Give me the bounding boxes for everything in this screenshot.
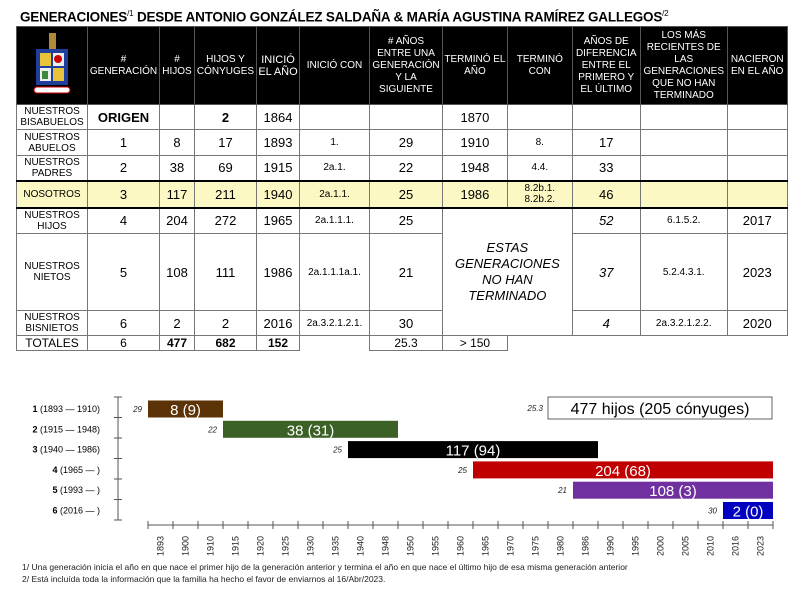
header-recientes: LOS MÁS RECIENTES DE LAS GENERACIONES QU…: [639, 26, 728, 105]
x-tick-label: 1893: [156, 536, 166, 556]
generation-label: 5 (1993 — ): [52, 485, 100, 495]
header-generacion: # GENERACIÓN: [87, 26, 160, 105]
x-tick-label: 1975: [531, 536, 541, 556]
x-tick-label: 1986: [581, 536, 591, 556]
not-finished-note: ESTAS GENERACIONES NO HAN TERMINADO: [442, 207, 573, 336]
gap-years-label: 22: [207, 425, 217, 434]
x-tick-label: 1955: [431, 536, 441, 556]
gap-years-label: 25: [332, 446, 342, 455]
x-tick-label: 1935: [331, 536, 341, 556]
gap-years-label: 29: [132, 405, 142, 414]
generation-label: 6 (2016 — ): [52, 506, 100, 516]
gap-years-label: 30: [708, 507, 717, 516]
generation-bar: [473, 461, 773, 479]
x-tick-label: 1920: [256, 536, 266, 556]
coat-of-arms-icon: [33, 32, 71, 93]
bar-label: 204 (68): [595, 463, 651, 480]
header-nacieron: NACIERON EN EL AÑO: [726, 26, 788, 105]
summary-text: 477 hijos (205 cónyuges): [571, 401, 750, 418]
x-tick-label: 1915: [231, 536, 241, 556]
x-tick-label: 1980: [556, 536, 566, 556]
page-title: GENERACIONES/1 DESDE ANTONIO GONZÁLEZ SA…: [20, 9, 669, 25]
header-hijos: # HIJOS: [159, 26, 195, 105]
generation-bar: [573, 481, 773, 499]
x-tick-label: 1950: [406, 536, 416, 556]
summary-box: [547, 396, 773, 420]
bar-label: 108 (3): [649, 483, 697, 500]
footnote-2: 2/ Está incluída toda la información que…: [22, 574, 386, 584]
x-tick-label: 2005: [681, 536, 691, 556]
generation-bar: [723, 502, 773, 519]
table-row-highlighted: NOSOTROS 3 117 211 1940 2a.1.1. 25 1986 8.2b.1. …: [16, 179, 788, 209]
gap-years-label: 25: [457, 466, 467, 475]
header-row: # GENERACIÓN # HIJOS HIJOS Y CÓNYUGES IN…: [16, 26, 788, 105]
header-hijos-conyuges: HIJOS Y CÓNYUGES: [194, 26, 257, 105]
table-row: NUESTROS PADRES 2 38 69 1915 2a.1. 22 1948 4.4. 3…: [16, 155, 788, 181]
generation-label: 3 (1940 — 1986): [32, 445, 100, 455]
x-tick-label: 2010: [706, 536, 716, 556]
header-diferencia: AÑOS DE DIFERENCIA ENTRE EL PRIMERO Y EL…: [571, 26, 641, 105]
generation-label: 4 (1965 — ): [52, 465, 100, 475]
generation-bar: [348, 441, 598, 459]
footnotes: 1/ Una generación inicia el año en que n…: [22, 561, 628, 585]
x-tick-label: 1970: [506, 536, 516, 556]
x-tick-label: 1965: [481, 536, 491, 556]
generations-timeline-chart: 1893 1900 1910 1915 1920 1925 1930 1935 1940 1948…: [32, 396, 774, 556]
bar-label: 2 (0): [733, 504, 764, 521]
summary-avg: 25.3: [526, 404, 543, 413]
x-tick-label: 1910: [206, 536, 216, 556]
x-tick-label: 1990: [606, 536, 616, 556]
generation-bar: [148, 400, 223, 418]
generations-table: # GENERACIÓN # HIJOS HIJOS Y CÓNYUGES IN…: [16, 26, 788, 351]
x-tick-label: 1960: [456, 536, 466, 556]
table-row: NUESTROS NIETOS 5 108 111 1986 2a.1.1.1a.1. 21…: [16, 233, 788, 311]
x-tick-label: 1900: [181, 536, 191, 556]
x-tick-label: 1930: [306, 536, 316, 556]
bar-label: 8 (9): [170, 402, 201, 419]
header-termino-con: TERMINÓ CON: [506, 26, 573, 105]
bar-label: 38 (31): [287, 422, 335, 439]
x-tick-label: 1995: [631, 536, 641, 556]
header-anios-entre: # AÑOS ENTRE UNA GENERACIÓN Y LA SIGUIEN…: [369, 26, 443, 105]
header-inicio-con: INICIÓ CON: [299, 26, 370, 105]
gap-years-label: 21: [557, 486, 567, 495]
x-tick-label: 2023: [756, 536, 766, 556]
logo: [16, 26, 88, 105]
header-termino-anio: TERMINÓ EL AÑO: [442, 26, 508, 105]
header-inicio-anio: INICIÓ EL AÑO: [256, 26, 300, 105]
table-row: NUESTROS BISABUELOS ORIGEN 2 1864 1870: [16, 104, 788, 130]
bar-label: 117 (94): [446, 443, 501, 460]
totals-row: TOTALES 6 477 682 152 25.3 > 150: [16, 335, 788, 351]
generation-label: 1 (1893 — 1910): [32, 404, 100, 414]
generation-bar: [223, 420, 398, 438]
generation-label: 2 (1915 — 1948): [32, 424, 100, 434]
x-tick-label: 1948: [381, 536, 391, 556]
table-row: NUESTROS BISNIETOS 6 2 2 2016 2a.3.2.1.2.1. 30…: [16, 310, 788, 336]
x-tick-label: 2016: [731, 536, 741, 556]
table-row: NUESTROS ABUELOS 1 8 17 1893 1. 29 1910 8. 17: [16, 129, 788, 156]
x-tick-label: 1925: [281, 536, 291, 556]
x-tick-label: 2000: [656, 536, 666, 556]
footnote-1: 1/ Una generación inicia el año en que n…: [22, 562, 628, 572]
x-tick-label: 1940: [356, 536, 366, 556]
table-row: NUESTROS HIJOS 4 204 272 1965 2a.1.1.1. 25 EST…: [16, 207, 788, 336]
